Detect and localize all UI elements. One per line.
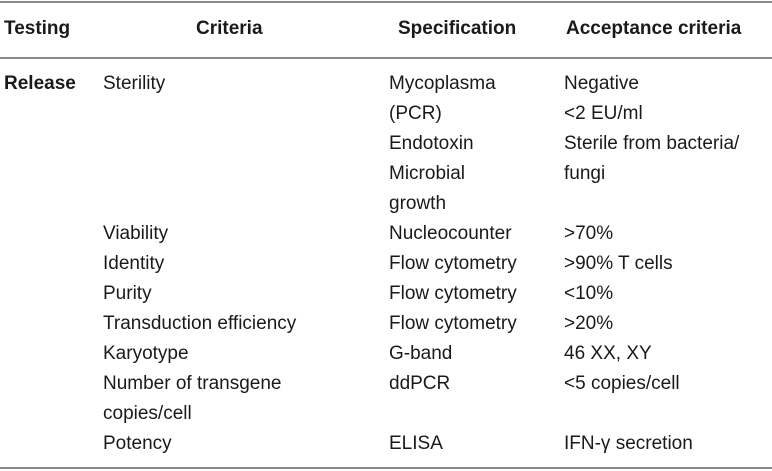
- acceptance-cell: >90% T cells: [564, 253, 673, 274]
- criteria-cell: Transduction efficiency: [103, 313, 297, 334]
- specification-cell: Flow cytometry: [389, 283, 517, 304]
- criteria-cell: Number of transgene: [103, 373, 282, 394]
- specification-cell: Flow cytometry: [389, 313, 517, 334]
- acceptance-cell: <10%: [564, 283, 614, 304]
- acceptance-cell: Sterile from bacteria/: [564, 133, 740, 154]
- acceptance-cell: <5 copies/cell: [564, 373, 680, 394]
- table-header-rule: [0, 57, 772, 59]
- acceptance-cell: >70%: [564, 223, 614, 244]
- criteria-cell: Sterility: [103, 73, 166, 94]
- specification-cell: Mycoplasma: [389, 73, 496, 94]
- specification-cell: Endotoxin: [389, 133, 474, 154]
- specification-cell: ELISA: [389, 433, 443, 454]
- specification-cell: Microbial: [389, 163, 466, 184]
- specification-cell: Flow cytometry: [389, 253, 517, 274]
- acceptance-cell: Negative: [564, 73, 639, 94]
- specification-cell: G-band: [389, 343, 453, 364]
- acceptance-cell: IFN-γ secretion: [564, 433, 693, 454]
- acceptance-cell: fungi: [564, 163, 606, 184]
- specification-cell: ddPCR: [389, 373, 451, 394]
- table-top-rule: [0, 1, 772, 3]
- header-criteria: Criteria: [196, 18, 263, 39]
- acceptance-cell: >20%: [564, 313, 614, 334]
- specification-cell: (PCR): [389, 103, 442, 124]
- specification-cell: growth: [389, 193, 447, 214]
- criteria-cell: Karyotype: [103, 343, 189, 364]
- criteria-cell: Identity: [103, 253, 165, 274]
- table-bottom-rule: [0, 467, 772, 469]
- criteria-cell: Potency: [103, 433, 172, 454]
- header-specification: Specification: [398, 18, 517, 39]
- acceptance-cell: <2 EU/ml: [564, 103, 643, 124]
- testing-cell-release: Release: [4, 73, 76, 94]
- specification-cell: Nucleocounter: [389, 223, 512, 244]
- criteria-cell: Viability: [103, 223, 169, 244]
- header-acceptance-criteria: Acceptance criteria: [566, 18, 742, 39]
- criteria-cell: copies/cell: [103, 403, 192, 424]
- header-testing: Testing: [4, 18, 71, 39]
- criteria-cell: Purity: [103, 283, 152, 304]
- acceptance-cell: 46 XX, XY: [564, 343, 652, 364]
